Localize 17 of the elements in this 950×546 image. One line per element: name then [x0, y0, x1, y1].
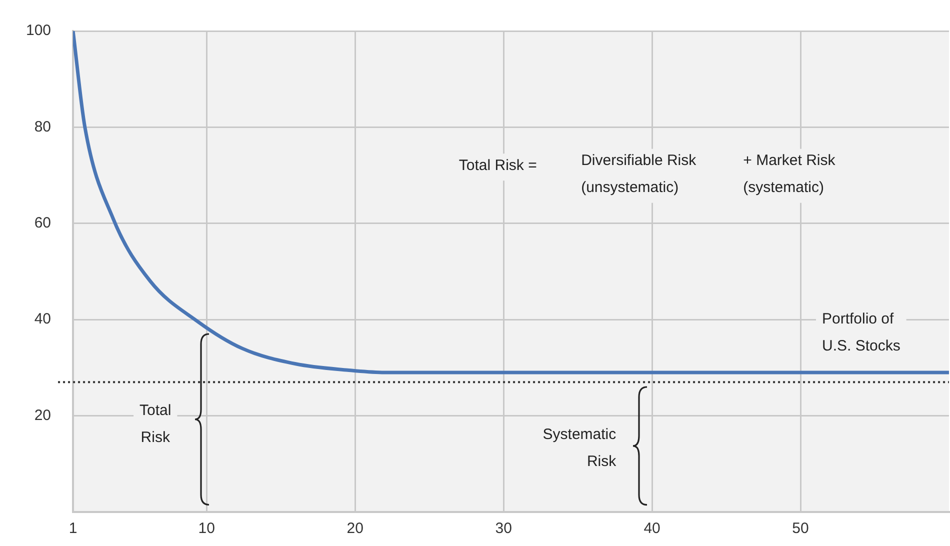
y-tick-label: 80 [34, 118, 52, 136]
annotation: Total Risk [140, 402, 172, 446]
x-tick-label: 40 [644, 520, 660, 538]
annotation: Portfolio of U.S. Stocks [822, 310, 900, 355]
x-tick-label: 10 [198, 520, 215, 538]
annotation: + Market Risk (systematic) [743, 152, 836, 196]
x-tick-label: 30 [495, 520, 512, 538]
annotation: Diversifiable Risk (unsystematic) [581, 152, 697, 196]
y-tick-label: 60 [34, 214, 52, 232]
x-tick-label: 1 [68, 520, 78, 538]
annotation: Systematic Risk [542, 426, 617, 470]
y-tick-label: 20 [34, 406, 52, 424]
x-tick-label: 50 [792, 520, 809, 538]
x-tick-label: 20 [346, 520, 364, 538]
y-tick-label: 100 [26, 22, 52, 40]
annotation: Total Risk = [458, 156, 538, 174]
y-tick-label: 40 [34, 310, 52, 328]
